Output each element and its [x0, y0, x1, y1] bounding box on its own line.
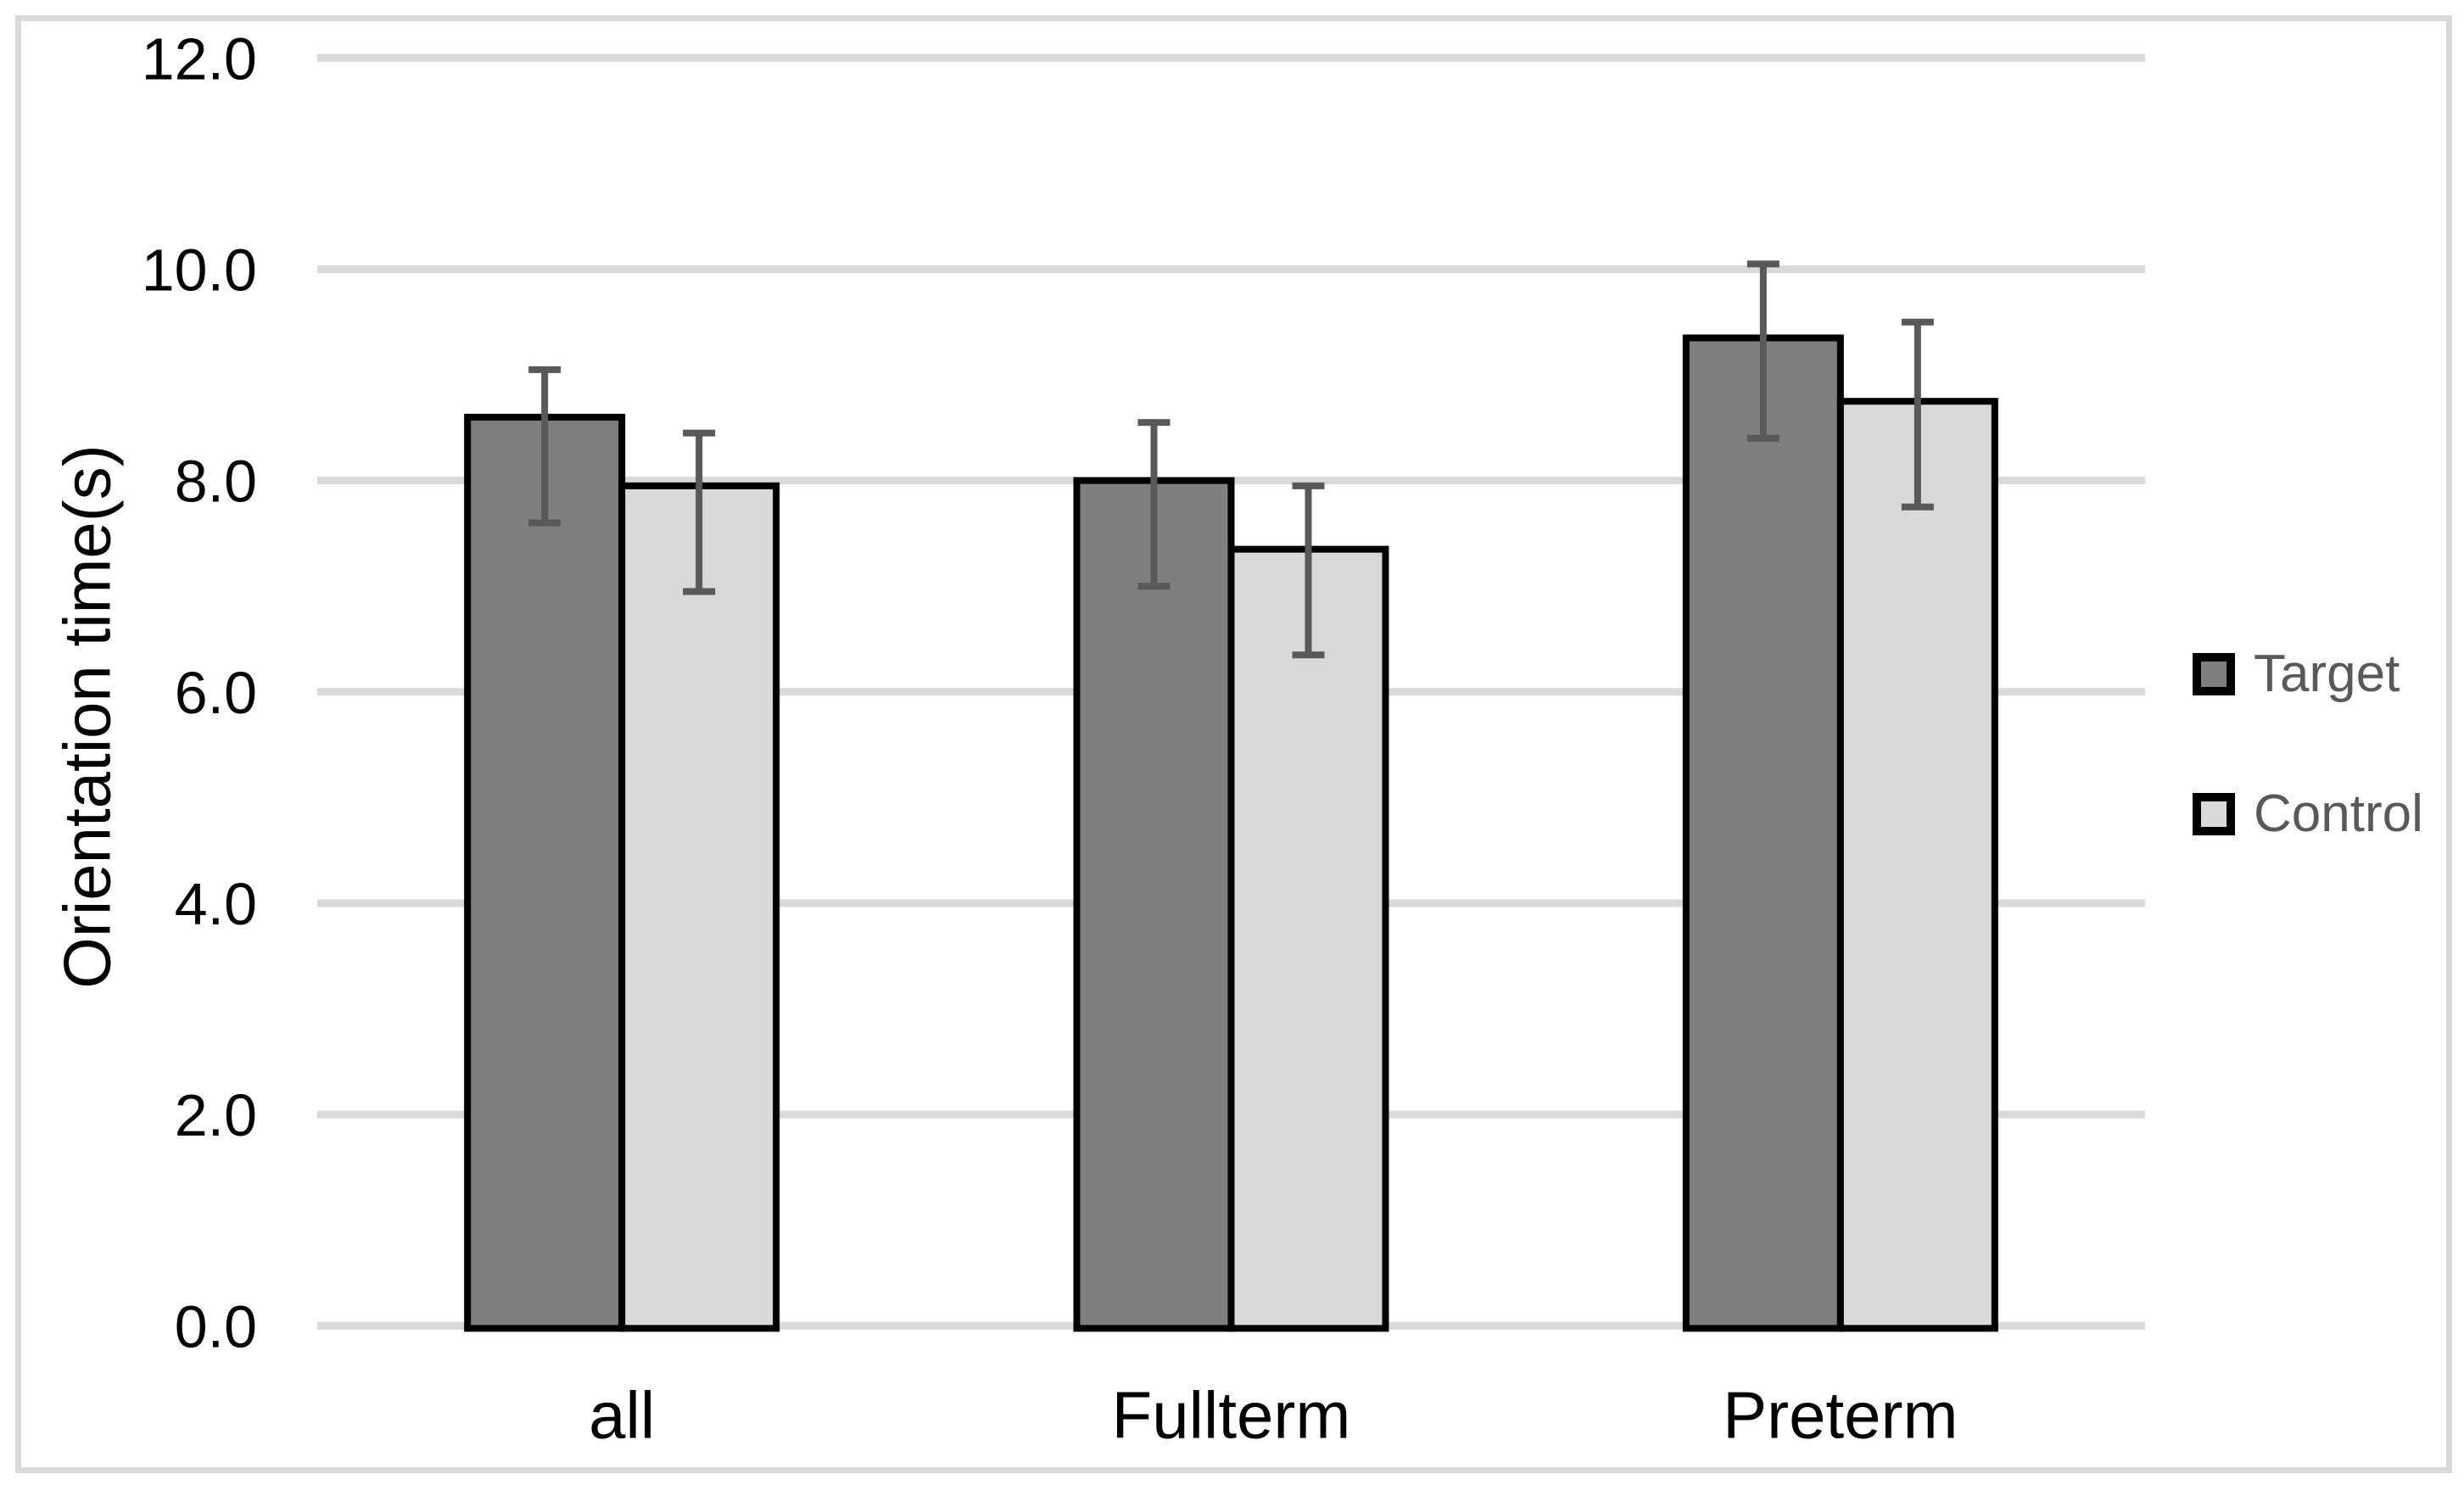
legend: Target Control	[2193, 0, 2464, 1485]
ytick-label-10.0: 10.0	[142, 237, 257, 303]
bar-target-preterm	[1682, 334, 1844, 1332]
ytick-label-6.0: 6.0	[175, 660, 257, 726]
bar-control-preterm	[1836, 398, 1998, 1332]
legend-item-target: Target	[2193, 648, 2400, 701]
ytick-label-0.0: 0.0	[175, 1293, 257, 1359]
ytick-label-8.0: 8.0	[175, 449, 257, 515]
legend-item-control: Control	[2193, 788, 2423, 840]
legend-swatch-control-icon	[2193, 793, 2235, 835]
bar-target-all	[464, 413, 626, 1332]
category-label-fullterm: Fullterm	[1112, 1377, 1351, 1452]
bar-control-all	[618, 482, 780, 1332]
bar-control-fullterm	[1227, 545, 1389, 1332]
ytick-label-12.0: 12.0	[142, 25, 257, 92]
category-label-all: all	[589, 1377, 655, 1452]
ytick-label-4.0: 4.0	[175, 871, 257, 937]
category-label-preterm: Preterm	[1723, 1377, 1958, 1452]
legend-label-control: Control	[2254, 784, 2423, 843]
y-axis-title: Orientation time(s)	[49, 444, 125, 989]
bar-target-fullterm	[1073, 477, 1235, 1332]
ytick-label-2.0: 2.0	[175, 1082, 257, 1148]
legend-swatch-target-icon	[2193, 653, 2235, 695]
legend-label-target: Target	[2254, 645, 2400, 703]
